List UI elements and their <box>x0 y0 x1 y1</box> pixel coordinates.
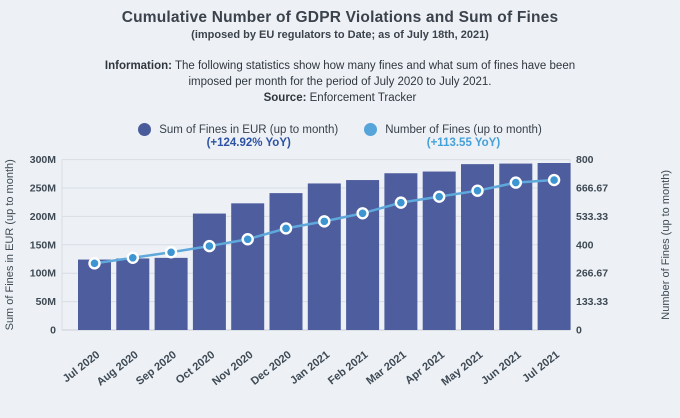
legend-item-number-of-fines[interactable]: Number of Fines (up to month) (+113.55 Y… <box>364 123 542 149</box>
y-right-tick-label: 400 <box>576 239 594 251</box>
legend-label-sum: Sum of Fines in EUR (up to month) <box>159 123 339 136</box>
source-label: Source: <box>263 92 307 105</box>
y-right-tick-label: 266.67 <box>576 268 608 280</box>
y-right-tick-label: 533.33 <box>576 211 608 223</box>
chart-subtitle: (imposed by EU regulators to Date; as of… <box>191 29 489 41</box>
y-left-tick-label: 150M <box>30 239 57 251</box>
count-series-swatch-icon <box>364 123 378 136</box>
y-left-tick-label: 300M <box>30 154 57 166</box>
x-tick-label-mar-2021: Mar 2021 <box>364 349 408 387</box>
line-point-oct-2020[interactable] <box>203 239 216 253</box>
line-point-feb-2021[interactable] <box>356 207 369 220</box>
line-point-mar-2021[interactable] <box>394 196 408 209</box>
bar-sep-2020[interactable] <box>154 257 188 330</box>
bar-jul-2020[interactable] <box>78 259 111 330</box>
bar-nov-2020[interactable] <box>231 203 265 330</box>
sum-series-swatch-icon <box>138 123 152 136</box>
info-text: Information: The following statistics sh… <box>88 58 593 90</box>
x-tick-label-jul-2021: Jul 2021 <box>520 349 562 385</box>
y-right-tick-label: 0 <box>576 325 582 337</box>
chart-title: Cumulative Number of GDPR Violations and… <box>121 9 559 26</box>
bar-dec-2020[interactable] <box>269 193 303 330</box>
x-tick-label-nov-2020: Nov 2020 <box>210 349 255 388</box>
y-left-tick-label: 100M <box>30 268 57 280</box>
x-tick-label-jan-2021: Jan 2021 <box>288 349 332 387</box>
y-left-tick-label: 250M <box>30 183 57 195</box>
source-line: Source: Enforcement Tracker <box>88 90 593 106</box>
fines-chart: 300M 800 250M 666.67 200M 533.33 150M 400 100M 26… <box>4 154 672 389</box>
line-point-apr-2021[interactable] <box>433 190 446 203</box>
legend-item-sum-of-fines[interactable]: Sum of Fines in EUR (up to month) (+124.… <box>138 123 338 149</box>
line-point-jul-2021[interactable] <box>547 173 561 187</box>
y-left-axis-title: Sum of Fines in EUR (up to month) <box>4 159 16 330</box>
x-tick-label-jun-2021: Jun 2021 <box>479 349 523 387</box>
line-point-jun-2021[interactable] <box>509 176 522 189</box>
info-label: Information: <box>104 60 172 72</box>
y-left-tick-label: 50M <box>36 296 57 308</box>
bar-aug-2020[interactable] <box>116 258 150 330</box>
y-right-tick-label: 666.67 <box>576 183 608 195</box>
bar-jul-2021[interactable] <box>537 163 571 330</box>
info-body: The following statistics show how many f… <box>171 60 576 89</box>
line-point-nov-2020[interactable] <box>241 233 254 246</box>
x-tick-label-aug-2020: Aug 2020 <box>95 349 141 389</box>
legend-label-count: Number of Fines (up to month) <box>385 123 542 136</box>
bar-jan-2021[interactable] <box>307 183 341 330</box>
y-left-tick-label: 200M <box>30 211 57 223</box>
legend: Sum of Fines in EUR (up to month) (+124.… <box>0 123 680 149</box>
bar-jun-2021[interactable] <box>499 163 533 330</box>
bar-feb-2021[interactable] <box>346 180 380 330</box>
y-left-tick-label: 0 <box>50 325 56 337</box>
bar-oct-2020[interactable] <box>192 213 226 330</box>
legend-yoy-sum: (+124.92% YoY) <box>206 137 291 149</box>
source-text: Enforcement Tracker <box>306 92 417 105</box>
line-point-sep-2020[interactable] <box>164 246 178 259</box>
y-right-axis-title: Number of Fines (up to month) <box>660 170 672 320</box>
info-block: Information: The following statistics sh… <box>88 58 593 106</box>
line-point-dec-2020[interactable] <box>279 222 293 235</box>
x-tick-label-feb-2021: Feb 2021 <box>326 349 370 387</box>
y-right-tick-label: 800 <box>576 154 594 166</box>
x-tick-label-dec-2020: Dec 2020 <box>249 349 294 388</box>
line-point-jul-2020[interactable] <box>88 257 101 270</box>
line-point-jan-2021[interactable] <box>318 215 331 228</box>
x-tick-label-may-2021: May 2021 <box>439 349 485 389</box>
line-point-aug-2020[interactable] <box>126 251 140 264</box>
legend-yoy-count: (+113.55 YoY) <box>426 137 501 149</box>
x-tick-label-sep-2020: Sep 2020 <box>134 349 179 388</box>
line-point-may-2021[interactable] <box>471 184 484 197</box>
y-right-tick-label: 133.33 <box>576 296 608 308</box>
